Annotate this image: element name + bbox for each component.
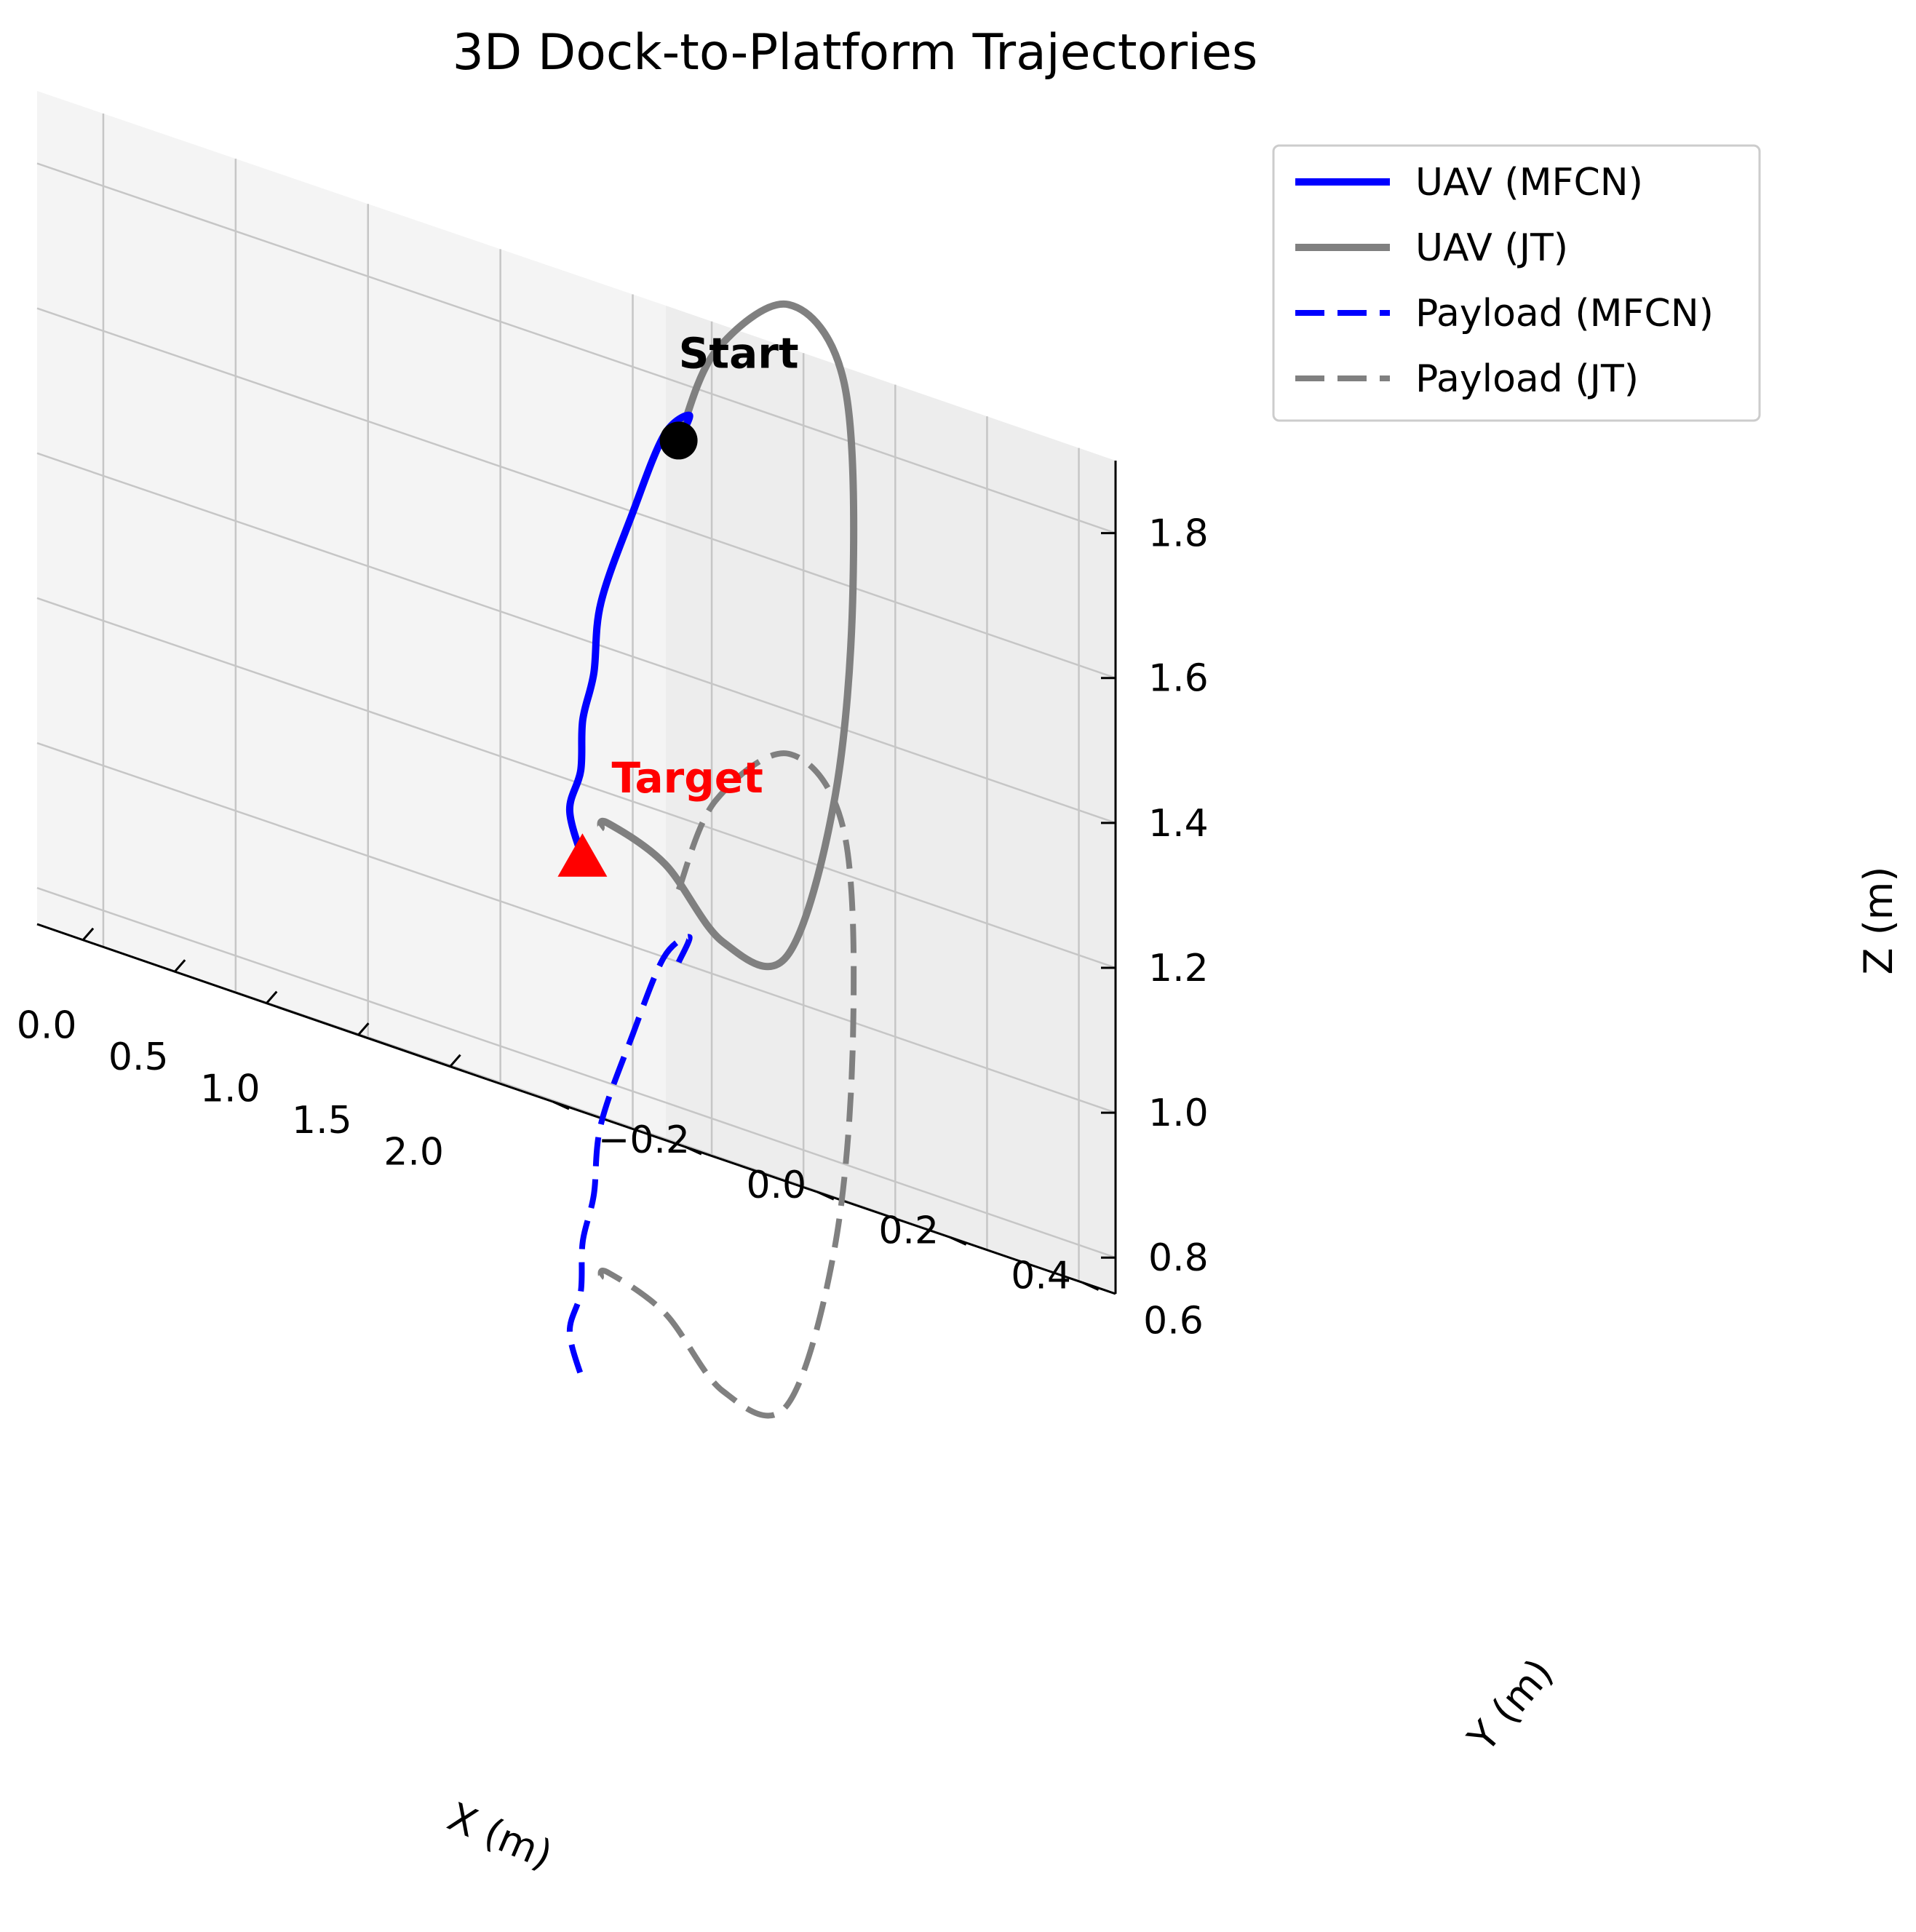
x-tick-label: 1.0 [200, 1068, 261, 1111]
legend-frame [1272, 144, 1761, 422]
grid-line-z-back [665, 522, 1116, 679]
grid-line-z-left [36, 742, 667, 959]
y-tick-label: 0.6 [1143, 1300, 1204, 1343]
y-tick [685, 1145, 702, 1156]
grid-line-z-left [36, 307, 667, 524]
legend-label: UAV (JT) [1415, 226, 1568, 270]
x-tick [357, 1022, 370, 1036]
start-marker [659, 421, 698, 460]
y-axis-line [486, 1078, 1116, 1295]
series-line-2 [566, 934, 693, 1381]
z-tick-label: 1.0 [1148, 1092, 1209, 1135]
axis-panes [37, 91, 1116, 1294]
x-tick [82, 927, 95, 941]
z-tick-label: 1.6 [1148, 657, 1209, 701]
series-line-1 [597, 300, 858, 971]
markers: Start Target [557, 328, 799, 877]
grid-line-z-left [36, 162, 667, 379]
z-tick-label: 1.8 [1148, 512, 1209, 556]
grid-line-z-back [665, 1102, 1116, 1259]
grid-line-z-back [665, 956, 1116, 1114]
y-axis-label: Y (m) [1458, 1650, 1562, 1760]
y-tick [552, 1100, 570, 1110]
z-axis-label: Z (m) [1856, 867, 1901, 975]
y-tick-label: 0.4 [1011, 1254, 1071, 1297]
x-axis-line [36, 923, 488, 1081]
y-tick [1081, 1281, 1100, 1291]
grid-line-z-back [665, 377, 1116, 534]
y-tick [817, 1190, 835, 1201]
z-tick-label: 0.8 [1148, 1236, 1209, 1280]
grid-line-z-back [665, 667, 1116, 824]
x-tick-label: 0.0 [17, 1004, 77, 1048]
z-tick-label: 1.4 [1148, 802, 1209, 846]
target-label: Target [611, 753, 763, 803]
y-tick-label: −0.2 [598, 1118, 690, 1162]
x-tick [266, 990, 278, 1004]
tick-labels: 0.0 0.5 1.0 1.5 2.0 −0.2 0.0 0.2 0.4 0.6 0.8 1.0 1.2… [17, 512, 1209, 1343]
z-tick-label: 1.2 [1148, 947, 1209, 990]
x-tick-label: 0.5 [108, 1035, 169, 1079]
legend-label: Payload (MFCN) [1415, 292, 1714, 335]
y-tick-label: 0.2 [878, 1209, 939, 1252]
x-tick [174, 959, 186, 973]
grid-line-z-left [36, 597, 667, 814]
legend-label: Payload (JT) [1415, 357, 1639, 401]
y-tick [950, 1236, 967, 1246]
back-pane [666, 306, 1116, 1294]
x-axis-label: X (m) [441, 1794, 559, 1878]
axis-lines [36, 461, 1117, 1295]
x-tick-label: 2.0 [383, 1131, 444, 1174]
legend: UAV (MFCN) UAV (JT) Payload (MFCN) Payload … [1272, 144, 1761, 422]
chart-title: 3D Dock-to-Platform Trajectories [453, 24, 1258, 82]
series-line-3 [597, 750, 857, 1419]
start-label: Start [679, 328, 799, 378]
y-tick-label: 0.0 [746, 1164, 806, 1207]
grid-line-z-back [665, 811, 1116, 969]
target-marker [557, 833, 608, 877]
x-tick [449, 1054, 461, 1068]
x-tick-label: 1.5 [292, 1099, 352, 1142]
legend-label: UAV (MFCN) [1415, 161, 1643, 204]
left-pane [37, 91, 666, 1139]
grid-line-z-left [36, 887, 667, 1104]
grid-line-z-left [36, 452, 667, 669]
